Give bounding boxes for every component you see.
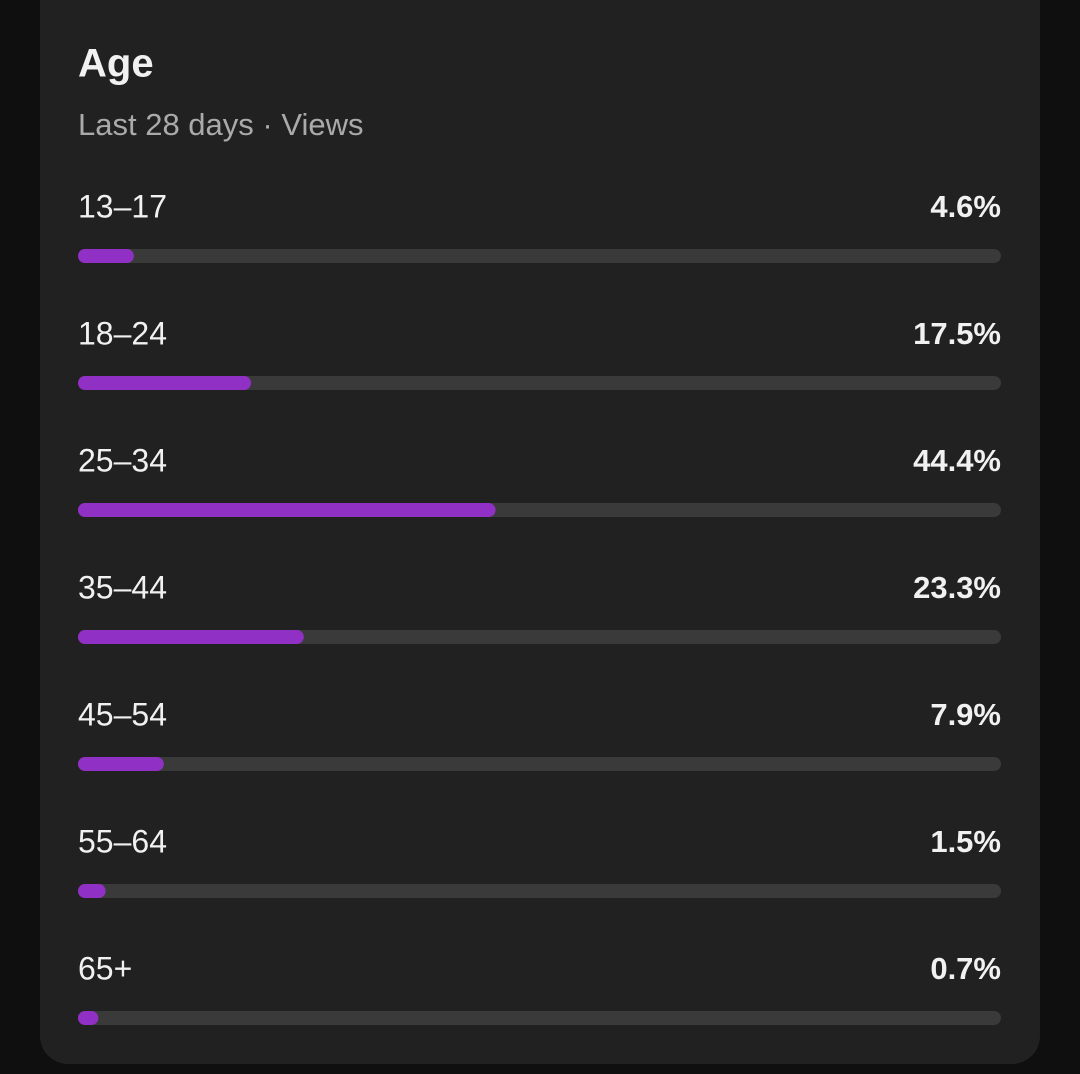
- category-label: 55–64: [78, 823, 167, 859]
- value-label: 1.5%: [930, 824, 1001, 859]
- card-title: Age: [78, 42, 154, 86]
- value-label: 0.7%: [930, 951, 1001, 986]
- category-label: 18–24: [78, 315, 167, 351]
- value-label: 44.4%: [913, 443, 1001, 478]
- card: [40, 0, 1040, 1064]
- category-label: 35–44: [78, 569, 167, 605]
- value-label: 4.6%: [930, 189, 1001, 224]
- category-label: 13–17: [78, 188, 167, 224]
- category-label: 65+: [78, 950, 132, 986]
- card-subtitle: Last 28 days · Views: [78, 107, 363, 142]
- category-label: 25–34: [78, 442, 167, 478]
- value-label: 7.9%: [930, 697, 1001, 732]
- value-label: 17.5%: [913, 316, 1001, 351]
- value-label: 23.3%: [913, 570, 1001, 605]
- category-label: 45–54: [78, 696, 167, 732]
